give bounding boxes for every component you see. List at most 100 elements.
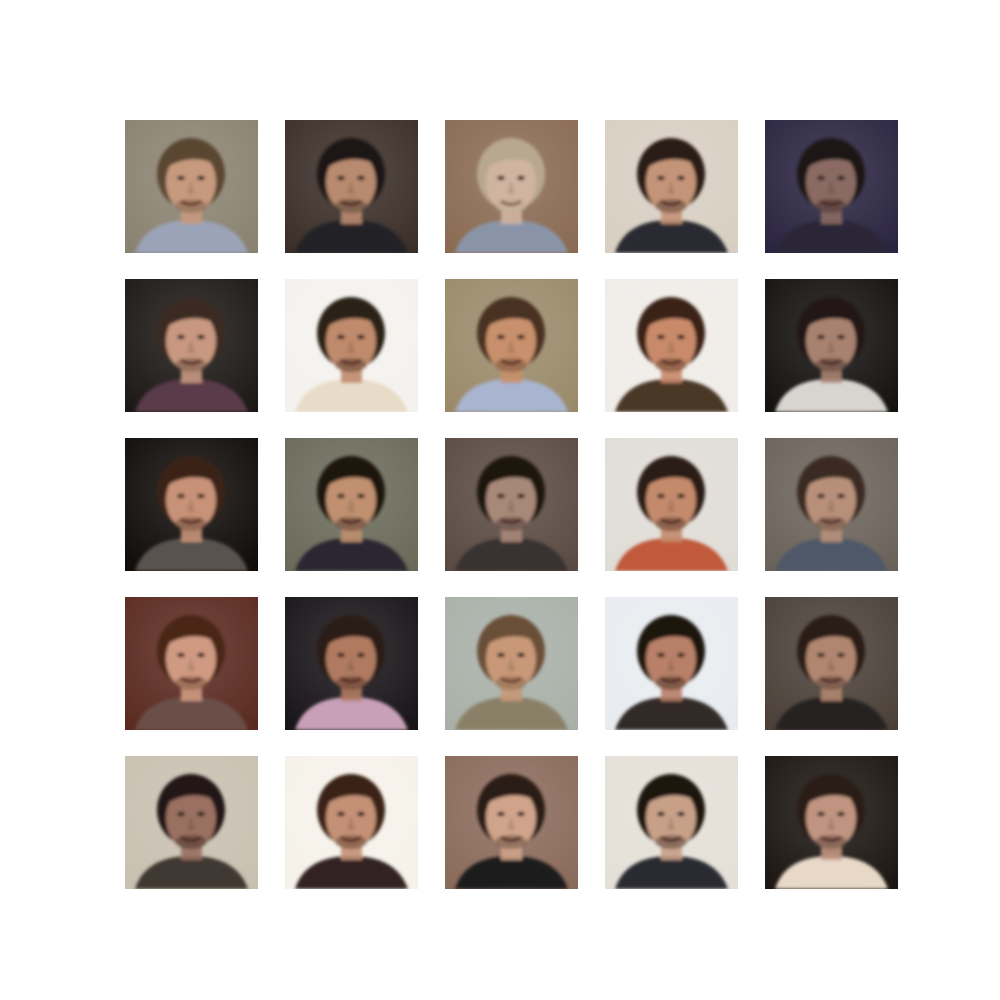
face-tile-r3-c3 (445, 438, 578, 571)
face-image (605, 438, 738, 571)
right-eye (837, 811, 845, 817)
right-eye (837, 493, 845, 499)
hair-fringe (323, 150, 380, 170)
beard (655, 199, 687, 213)
left-eye (657, 334, 665, 340)
face-tile-r5-c2 (285, 756, 418, 889)
beard (495, 835, 527, 849)
shirt (455, 856, 568, 889)
left-eye (657, 811, 665, 817)
nose (507, 339, 515, 353)
shirt (615, 538, 728, 571)
face-tile-r4-c4 (605, 597, 738, 730)
hair-fringe (643, 627, 700, 647)
right-eye (677, 175, 685, 181)
left-eye (657, 493, 665, 499)
face-tile-r4-c2 (285, 597, 418, 730)
hair-fringe (643, 786, 700, 806)
nose (507, 180, 515, 194)
face-image (285, 597, 418, 730)
left-eye (817, 811, 825, 817)
nose (187, 180, 195, 194)
face-image (765, 120, 898, 253)
shirt (775, 697, 888, 730)
right-eye (357, 652, 365, 658)
face-tile-r1-c2 (285, 120, 418, 253)
left-eye (337, 493, 345, 499)
nose (507, 816, 515, 830)
face-tile-r1-c4 (605, 120, 738, 253)
left-eye (337, 175, 345, 181)
shirt (455, 538, 568, 571)
face-tile-r1-c5 (765, 120, 898, 253)
right-eye (677, 652, 685, 658)
shirt (775, 538, 888, 571)
face-image (125, 438, 258, 571)
shirt (295, 379, 408, 412)
face-tile-r3-c2 (285, 438, 418, 571)
beard (175, 517, 207, 531)
left-eye (177, 493, 185, 499)
nose (667, 498, 675, 512)
face-image (445, 756, 578, 889)
nose (347, 498, 355, 512)
right-eye (517, 334, 525, 340)
nose (347, 816, 355, 830)
beard (815, 517, 847, 531)
left-eye (177, 811, 185, 817)
hair-fringe (323, 786, 380, 806)
right-eye (837, 652, 845, 658)
beard (335, 358, 367, 372)
hair-fringe (803, 468, 860, 488)
nose (187, 657, 195, 671)
right-eye (677, 334, 685, 340)
hair-fringe (803, 627, 860, 647)
left-eye (177, 175, 185, 181)
shirt (295, 856, 408, 889)
left-eye (497, 493, 505, 499)
right-eye (197, 175, 205, 181)
left-eye (497, 334, 505, 340)
face-tile-r2-c5 (765, 279, 898, 412)
face-image (445, 120, 578, 253)
left-eye (817, 652, 825, 658)
right-eye (197, 811, 205, 817)
hair-fringe (163, 309, 220, 329)
shirt (295, 538, 408, 571)
beard (815, 199, 847, 213)
shirt (775, 856, 888, 889)
beard (815, 835, 847, 849)
face-tile-r3-c1 (125, 438, 258, 571)
face-image (765, 438, 898, 571)
face-tile-r4-c3 (445, 597, 578, 730)
hair-fringe (483, 150, 540, 170)
face-tile-r1-c3 (445, 120, 578, 253)
face-tile-r4-c1 (125, 597, 258, 730)
face-tile-r2-c2 (285, 279, 418, 412)
shirt (455, 220, 568, 253)
face-tile-r1-c1 (125, 120, 258, 253)
nose (187, 339, 195, 353)
shirt (615, 379, 728, 412)
left-eye (177, 334, 185, 340)
face-image (605, 279, 738, 412)
shirt (775, 379, 888, 412)
face-tile-r3-c5 (765, 438, 898, 571)
hair-fringe (803, 150, 860, 170)
shirt (455, 697, 568, 730)
nose (667, 657, 675, 671)
right-eye (197, 493, 205, 499)
face-image (125, 597, 258, 730)
nose (507, 498, 515, 512)
right-eye (517, 652, 525, 658)
hair-fringe (163, 150, 220, 170)
face-image (765, 279, 898, 412)
beard (495, 358, 527, 372)
hair-fringe (163, 468, 220, 488)
face-image (765, 756, 898, 889)
hair-fringe (323, 309, 380, 329)
nose (667, 816, 675, 830)
shirt (135, 379, 248, 412)
face-tile-r3-c4 (605, 438, 738, 571)
